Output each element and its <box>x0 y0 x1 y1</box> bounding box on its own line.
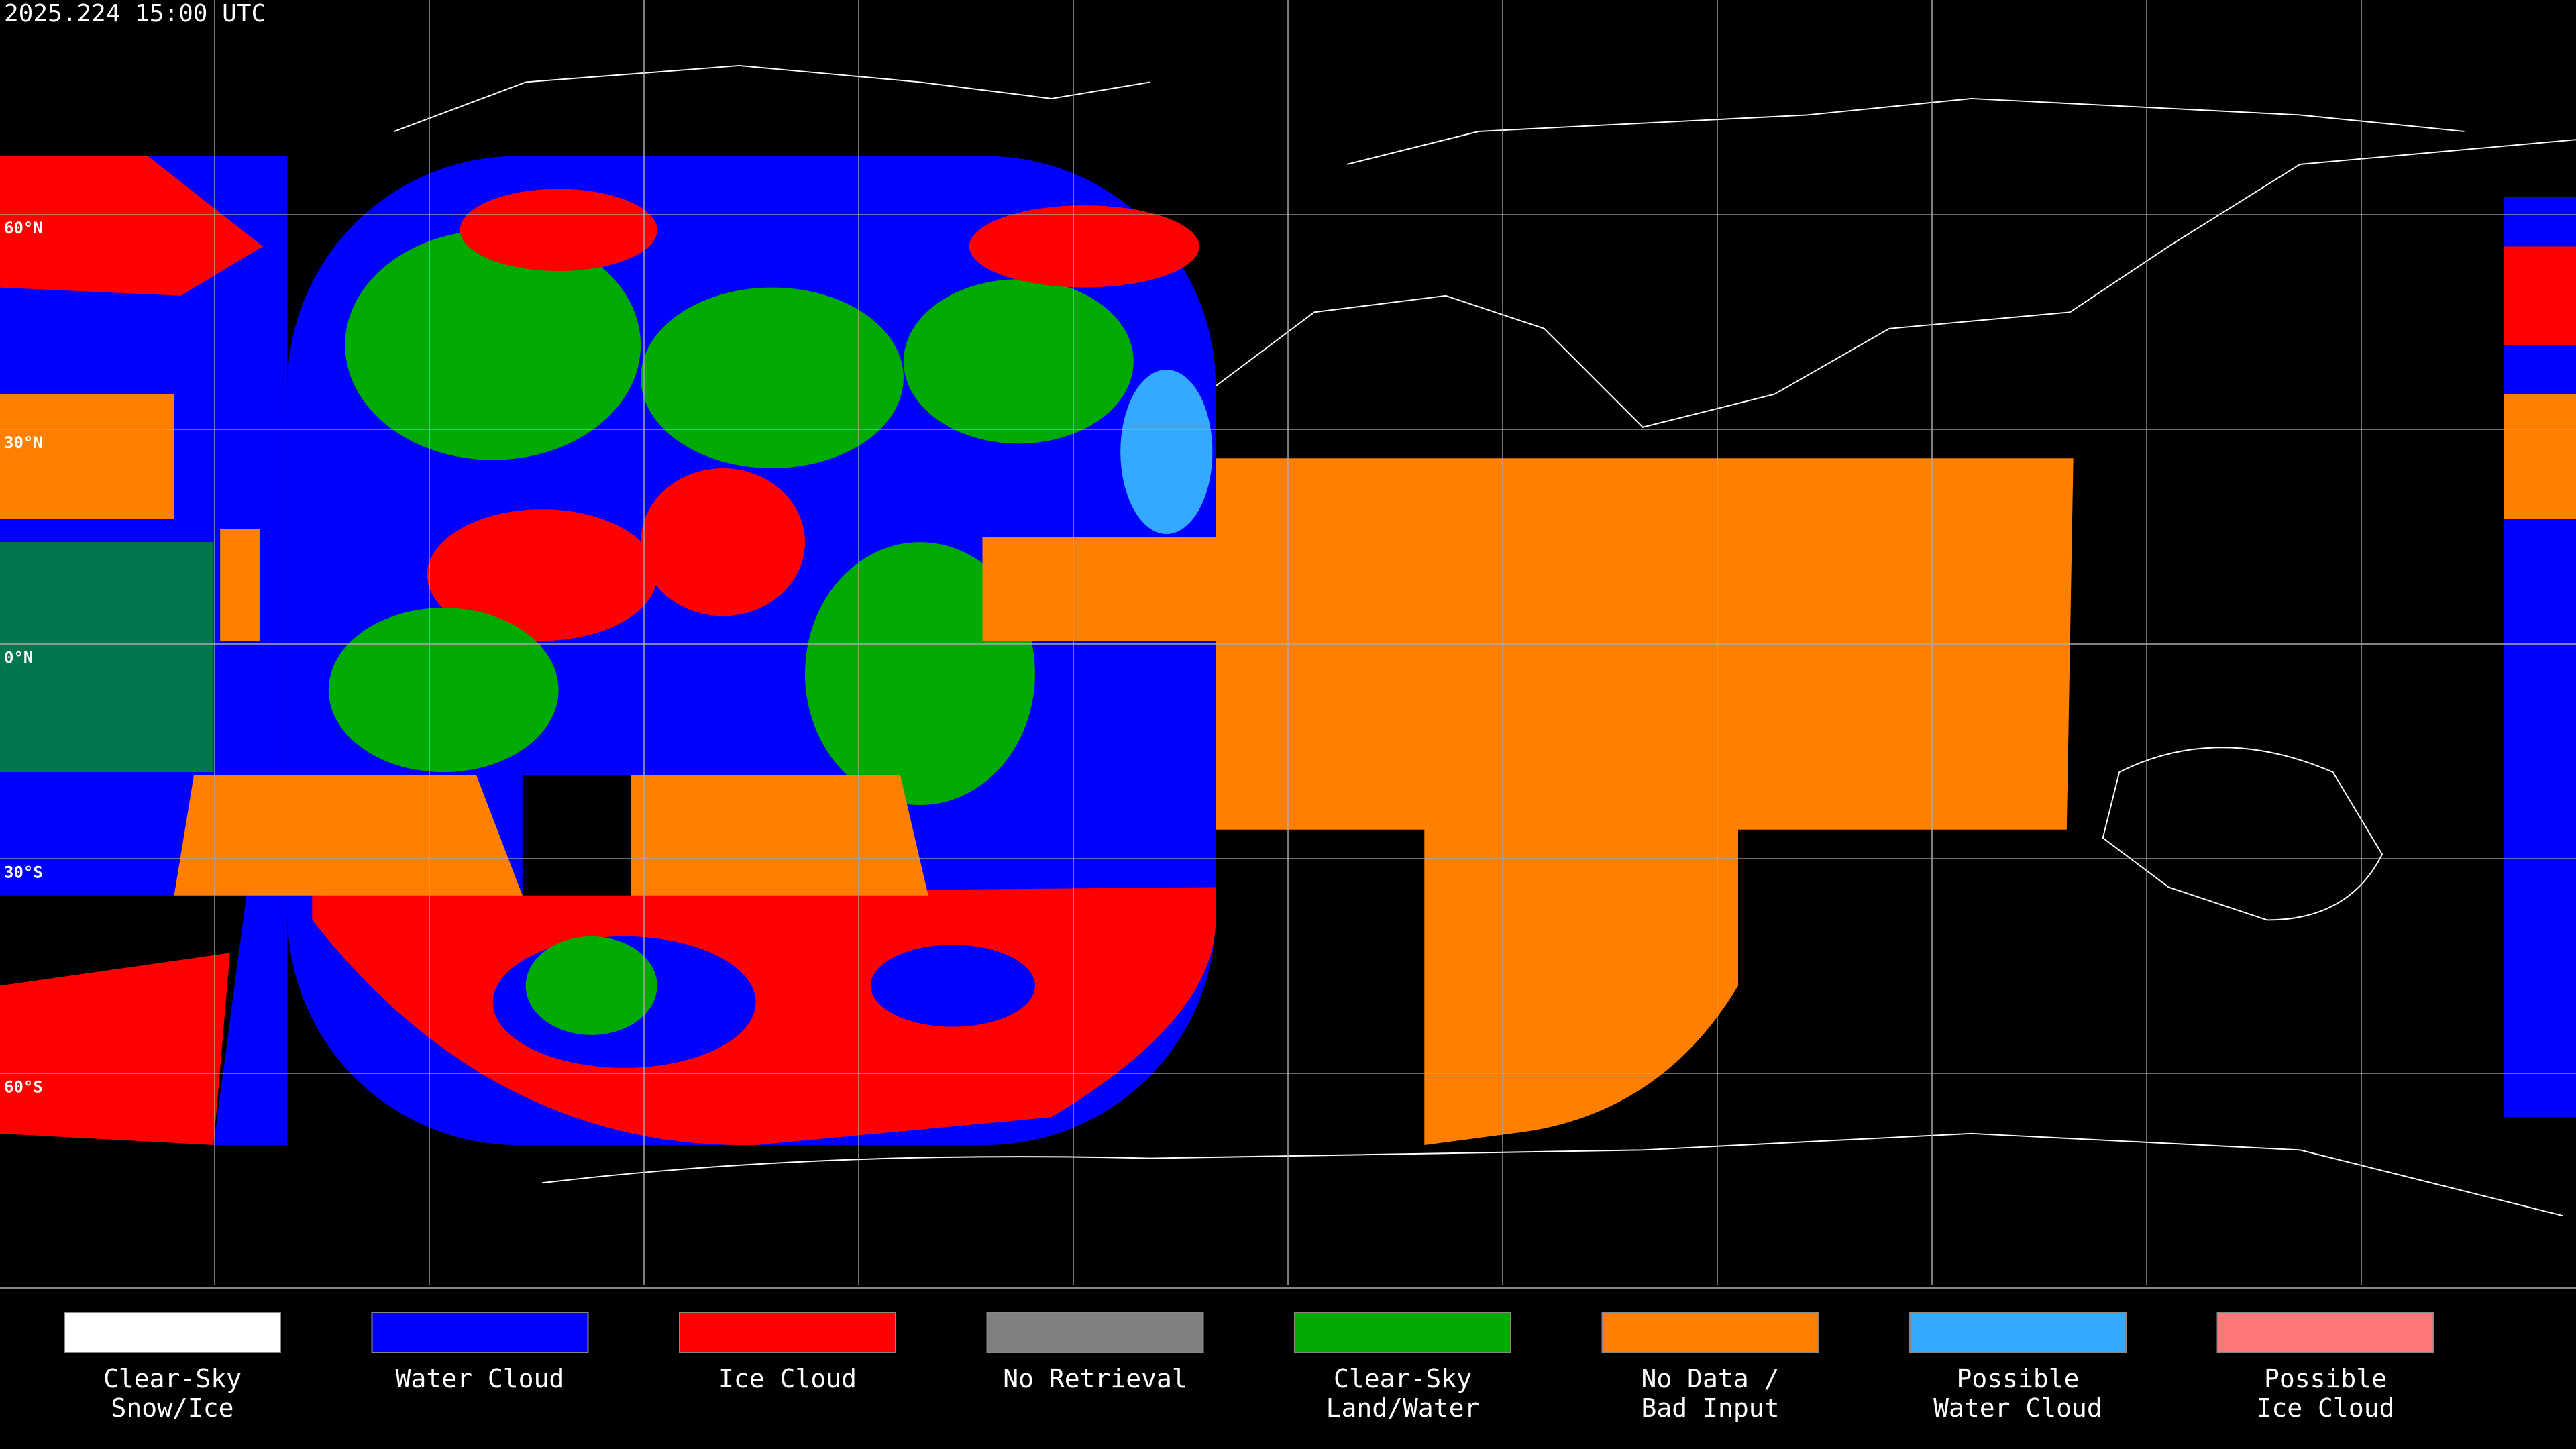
legend-swatch <box>1294 1312 1511 1353</box>
legend-label: Land/Water <box>1326 1393 1480 1423</box>
cloud-patch <box>2504 246 2576 345</box>
lat-label: 30°S <box>4 863 43 881</box>
no-data-region <box>174 775 523 896</box>
cloud-patch <box>525 936 657 1035</box>
legend-label: No Retrieval <box>1003 1364 1187 1393</box>
cloud-patch <box>427 509 657 641</box>
swath-east <box>2504 197 2576 1118</box>
legend-label: Ice Cloud <box>2257 1393 2395 1423</box>
no-data-region <box>2504 394 2576 519</box>
cloud-patch <box>641 468 806 616</box>
legend-swatch <box>2216 1312 2434 1353</box>
cloud-patch <box>870 945 1035 1027</box>
cloud-patch <box>969 205 1199 288</box>
cloud-patch <box>328 608 559 773</box>
no-data-region <box>631 775 928 896</box>
no-data-region <box>220 529 260 641</box>
legend-label: Bad Input <box>1642 1393 1780 1423</box>
no-data-region <box>0 394 174 519</box>
legend-label: No Data / <box>1642 1364 1780 1393</box>
legend-label: Snow/Ice <box>111 1393 233 1423</box>
cloud-patch <box>0 542 214 773</box>
no-data-region <box>982 458 2074 1145</box>
cloud-patch <box>345 229 641 460</box>
legend-swatch <box>1601 1312 1819 1353</box>
legend-label: Clear-Sky <box>103 1364 241 1393</box>
legend-swatch <box>64 1312 281 1353</box>
legend-swatch <box>679 1312 896 1353</box>
legend-label: Possible <box>1956 1364 2079 1393</box>
cloud-patch <box>805 542 1035 806</box>
cloud-patch <box>903 279 1134 444</box>
legend-swatch <box>371 1312 589 1353</box>
coastlines <box>394 64 2576 1217</box>
graticule <box>0 0 2576 1285</box>
lat-label: 60°N <box>4 219 43 237</box>
map <box>0 0 2576 1289</box>
cloud-patch <box>0 953 230 1145</box>
legend-label: Water Cloud <box>1933 1393 2102 1423</box>
lat-label: 30°N <box>4 433 43 452</box>
lat-label: 0°N <box>4 648 33 667</box>
legend-swatch <box>986 1312 1204 1353</box>
cloud-patch <box>0 156 263 296</box>
cloud-patch <box>641 287 904 468</box>
legend-label: Water Cloud <box>396 1364 565 1393</box>
legend-label: Ice Cloud <box>718 1364 857 1393</box>
lat-label: 60°S <box>4 1077 43 1096</box>
cloud-patch <box>460 189 657 272</box>
legend-label: Clear-Sky <box>1334 1364 1472 1393</box>
legend-swatch <box>1909 1312 2127 1353</box>
cloud-patch <box>1120 370 1213 534</box>
timestamp: 2025.224 15:00 UTC <box>4 0 266 28</box>
legend-label: Possible <box>2264 1364 2387 1393</box>
gap <box>522 775 631 896</box>
